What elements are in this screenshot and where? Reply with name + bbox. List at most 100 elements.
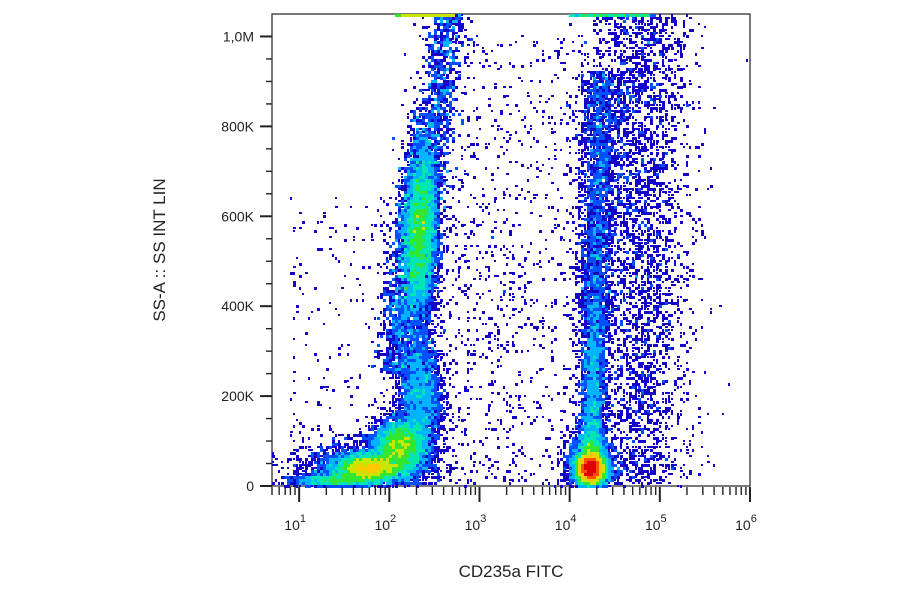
density-cell [611, 125, 614, 127]
density-cell [629, 35, 632, 37]
density-cell [392, 263, 395, 266]
density-cell [428, 14, 431, 17]
density-cell [641, 47, 644, 50]
density-cell [395, 266, 398, 269]
density-cell [416, 311, 419, 314]
density-cell [626, 86, 629, 89]
density-cell [629, 197, 632, 199]
density-cell [437, 350, 440, 352]
density-cell [641, 248, 643, 250]
density-cell [626, 266, 628, 269]
density-cell [425, 89, 428, 91]
density-cell [290, 197, 292, 200]
density-cell [704, 26, 706, 28]
density-cell [638, 14, 641, 17]
density-cell [575, 308, 577, 310]
density-cell [443, 101, 446, 104]
density-cell [620, 29, 623, 32]
density-cell [623, 104, 626, 107]
density-cell [446, 20, 449, 23]
density-cell [467, 77, 470, 79]
density-cell [641, 254, 644, 257]
density-cell [662, 188, 664, 190]
density-cell [407, 203, 410, 206]
density-cell [413, 341, 416, 344]
density-cell [659, 116, 662, 119]
density-cell [620, 53, 623, 56]
density-cell [695, 329, 697, 332]
density-cell [533, 41, 535, 43]
density-cell [584, 80, 587, 83]
density-cell [455, 278, 457, 281]
density-cell [614, 299, 617, 301]
density-cell [389, 353, 392, 356]
density-cell [437, 266, 440, 269]
density-cell [647, 248, 650, 251]
density-cell [608, 14, 611, 17]
density-cell [662, 26, 664, 29]
density-cell [431, 245, 434, 248]
density-cell [293, 317, 295, 320]
density-cell [416, 134, 419, 137]
density-cell [542, 320, 545, 322]
density-cell [593, 164, 596, 167]
density-cell [614, 116, 617, 119]
density-cell [647, 347, 650, 350]
density-cell [602, 143, 605, 146]
density-cell [440, 257, 443, 260]
density-cell [578, 320, 581, 323]
density-cell [545, 305, 547, 307]
density-cell [584, 137, 587, 140]
density-cell [590, 254, 593, 257]
density-cell [401, 245, 404, 248]
density-cell [575, 329, 577, 331]
density-cell [602, 215, 605, 218]
density-cell [608, 308, 610, 310]
density-cell [692, 236, 694, 238]
density-cell [587, 53, 589, 55]
density-cell [590, 131, 592, 134]
density-cell [635, 293, 637, 295]
density-cell [632, 260, 635, 263]
density-cell [431, 74, 434, 77]
density-cell [668, 320, 671, 323]
density-cell [608, 332, 611, 335]
density-cell [626, 251, 629, 254]
density-cell [647, 263, 650, 265]
density-cell [434, 236, 437, 239]
density-cell [431, 137, 434, 140]
density-cell [587, 110, 590, 113]
density-cell [587, 254, 590, 257]
density-cell [620, 92, 623, 95]
density-cell [593, 239, 596, 242]
density-cell [431, 14, 434, 17]
density-cell [590, 311, 593, 314]
density-cell [623, 287, 625, 289]
density-cell [413, 176, 416, 179]
density-cell [638, 209, 641, 212]
density-cell [422, 254, 425, 257]
density-cell [623, 119, 626, 122]
density-cell [584, 176, 586, 178]
density-cell [518, 224, 521, 226]
density-cell [599, 209, 602, 212]
density-cell [641, 266, 643, 269]
density-cell [425, 320, 428, 323]
density-cell [590, 344, 593, 347]
density-cell [671, 281, 674, 283]
density-cell [695, 188, 698, 191]
density-cell [542, 50, 544, 52]
density-cell [599, 131, 602, 134]
density-cell [428, 290, 431, 293]
density-cell [539, 101, 541, 103]
density-cell [569, 107, 571, 109]
density-cell [656, 263, 659, 266]
density-cell [476, 107, 478, 110]
density-cell [602, 281, 605, 284]
density-cell [584, 98, 587, 101]
density-cell [431, 170, 434, 173]
density-cell [428, 245, 431, 248]
density-cell [665, 185, 668, 188]
density-cell [443, 110, 446, 113]
density-cell [407, 278, 410, 281]
